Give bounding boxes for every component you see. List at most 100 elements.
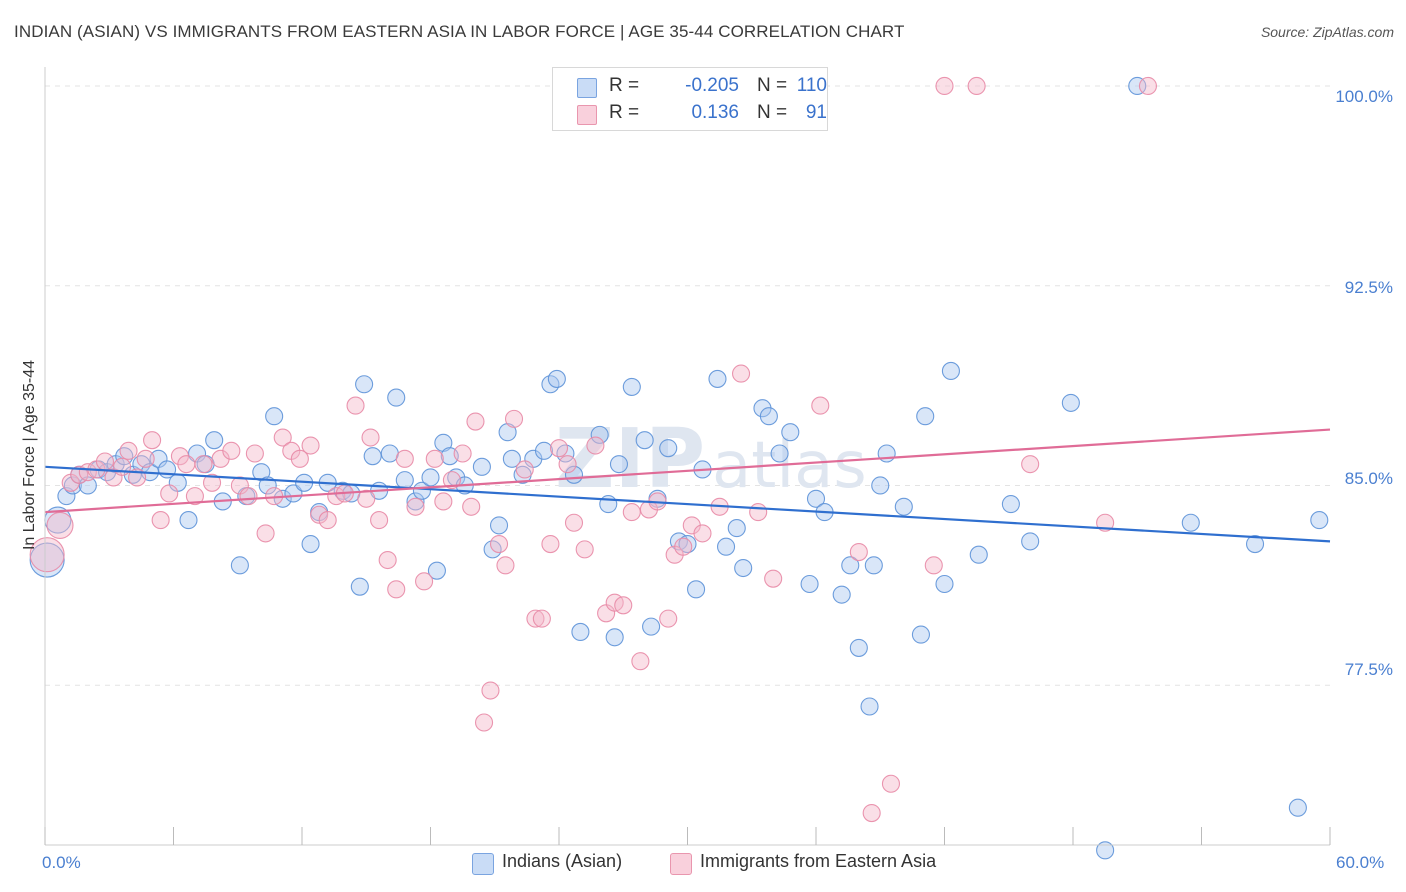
point-immigrants-eastern-asia	[273, 428, 292, 447]
point-indians-asian	[421, 468, 440, 487]
point-indians-asian	[911, 625, 930, 644]
point-indians-asian	[635, 431, 654, 450]
series-indians-asian	[29, 76, 1329, 860]
point-immigrants-eastern-asia	[1021, 455, 1040, 474]
point-immigrants-eastern-asia	[151, 511, 170, 530]
source-label: Source: ZipAtlas.com	[1260, 24, 1394, 40]
watermark: ZIP atlas	[555, 412, 867, 507]
legend-swatch-blue	[472, 853, 494, 875]
point-immigrants-eastern-asia	[46, 511, 74, 539]
point-indians-asian	[571, 622, 590, 641]
point-immigrants-eastern-asia	[415, 572, 434, 591]
point-indians-asian	[63, 476, 82, 495]
point-immigrants-eastern-asia	[935, 76, 954, 96]
point-immigrants-eastern-asia	[526, 609, 545, 628]
legend-swatch-pink	[670, 853, 692, 875]
point-indians-asian	[1181, 513, 1200, 532]
point-indians-asian	[502, 449, 521, 468]
point-immigrants-eastern-asia	[113, 457, 132, 476]
x-tick-max: 60.0%	[1336, 853, 1385, 872]
point-immigrants-eastern-asia	[811, 396, 830, 415]
point-immigrants-eastern-asia	[489, 535, 509, 554]
stats-r-label: R =	[609, 102, 640, 123]
point-immigrants-eastern-asia	[474, 713, 494, 732]
point-indians-asian	[727, 519, 746, 538]
point-indians-asian	[860, 697, 879, 716]
point-indians-asian	[759, 407, 778, 426]
point-indians-asian	[387, 388, 406, 407]
y-axis-label: In Labor Force | Age 35-44	[21, 359, 38, 551]
point-indians-asian	[935, 574, 954, 594]
stats-box: R = -0.205 N = 110 R = 0.136 N = 91	[552, 67, 828, 131]
stats-n-label: N =	[757, 102, 788, 123]
point-immigrants-eastern-asia	[239, 487, 258, 506]
point-indians-asian	[864, 556, 883, 575]
point-indians-asian	[781, 423, 800, 442]
stats-swatch-pink	[577, 105, 597, 125]
point-indians-asian	[800, 574, 819, 594]
point-immigrants-eastern-asia	[434, 492, 453, 511]
point-immigrants-eastern-asia	[764, 569, 783, 588]
y-tick-77-5: 77.5%	[1344, 660, 1393, 679]
point-immigrants-eastern-asia	[564, 513, 584, 532]
point-indians-asian	[301, 535, 320, 554]
point-immigrants-eastern-asia	[203, 473, 222, 492]
point-immigrants-eastern-asia	[532, 609, 551, 628]
stats-r-label: R =	[609, 75, 640, 96]
point-indians-asian	[1310, 511, 1329, 530]
trend-line	[44, 465, 1331, 543]
point-immigrants-eastern-asia	[361, 428, 380, 447]
stats-r-value: -0.205	[685, 75, 739, 96]
point-immigrants-eastern-asia	[481, 681, 500, 700]
point-indians-asian	[659, 439, 678, 458]
point-immigrants-eastern-asia	[575, 540, 594, 559]
point-indians-asian	[687, 580, 706, 599]
point-indians-asian	[609, 455, 629, 474]
point-immigrants-eastern-asia	[614, 596, 633, 615]
point-indians-asian	[284, 484, 303, 503]
point-immigrants-eastern-asia	[862, 803, 881, 823]
point-immigrants-eastern-asia	[177, 455, 196, 474]
point-immigrants-eastern-asia	[370, 511, 389, 530]
point-immigrants-eastern-asia	[95, 452, 115, 471]
point-immigrants-eastern-asia	[453, 444, 472, 463]
point-indians-asian	[547, 369, 566, 388]
point-indians-asian	[406, 492, 425, 511]
point-immigrants-eastern-asia	[967, 76, 986, 96]
point-indians-asian	[179, 511, 198, 530]
point-immigrants-eastern-asia	[496, 556, 515, 575]
point-immigrants-eastern-asia	[222, 441, 241, 460]
point-indians-asian	[642, 617, 661, 636]
point-indians-asian	[806, 489, 826, 508]
point-indians-asian	[708, 369, 727, 388]
point-immigrants-eastern-asia	[549, 439, 569, 458]
point-indians-asian	[1096, 841, 1115, 860]
point-indians-asian	[590, 425, 609, 444]
point-immigrants-eastern-asia	[245, 444, 264, 463]
legend-label: Indians (Asian)	[502, 851, 623, 871]
point-immigrants-eastern-asia	[346, 396, 365, 415]
point-indians-asian	[605, 628, 624, 647]
point-immigrants-eastern-asia	[631, 652, 650, 671]
point-indians-asian	[849, 638, 868, 657]
watermark-text: atlas	[712, 429, 867, 503]
point-indians-asian	[29, 542, 65, 578]
point-indians-asian	[1128, 76, 1147, 96]
point-immigrants-eastern-asia	[586, 436, 605, 455]
point-indians-asian	[941, 361, 960, 380]
point-indians-asian	[489, 516, 509, 535]
point-immigrants-eastern-asia	[541, 535, 560, 554]
point-indians-asian	[1288, 798, 1307, 817]
point-indians-asian	[350, 577, 369, 596]
point-immigrants-eastern-asia	[194, 455, 213, 474]
point-immigrants-eastern-asia	[357, 489, 376, 508]
point-immigrants-eastern-asia	[1138, 76, 1158, 96]
point-immigrants-eastern-asia	[406, 497, 425, 516]
point-immigrants-eastern-asia	[290, 449, 309, 468]
point-immigrants-eastern-asia	[622, 503, 641, 522]
point-indians-asian	[205, 431, 224, 450]
point-indians-asian	[770, 444, 789, 463]
point-indians-asian	[57, 487, 76, 506]
point-immigrants-eastern-asia	[849, 542, 868, 562]
